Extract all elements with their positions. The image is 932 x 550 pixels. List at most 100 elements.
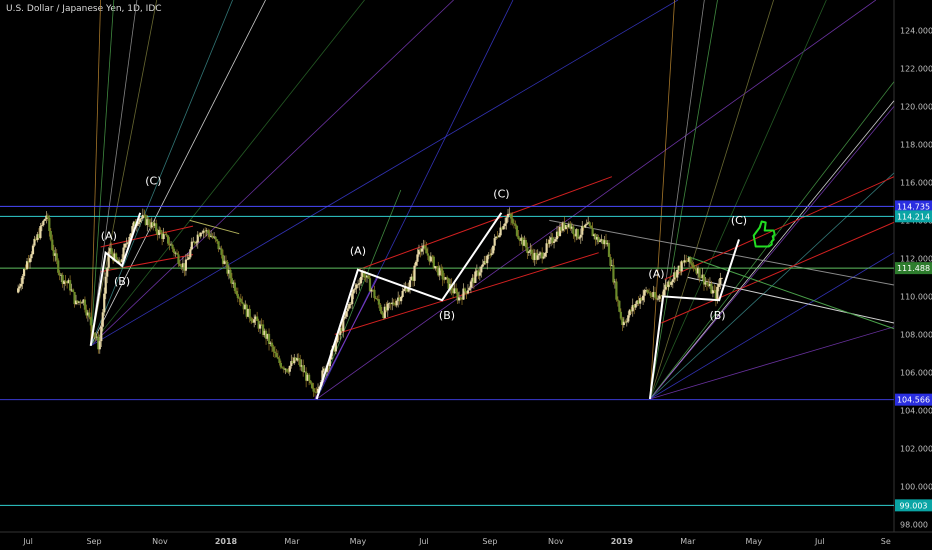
candle-body (628, 309, 631, 316)
candle-body (621, 318, 624, 326)
candle-body (273, 351, 277, 354)
candle-body (627, 315, 630, 322)
candle-body (100, 326, 103, 342)
candle-body (43, 219, 46, 221)
candle-body (61, 274, 64, 284)
candle-body (37, 234, 41, 239)
candle-body (481, 264, 484, 267)
y-tick-label: 102.000 (900, 444, 932, 453)
candle-body (653, 292, 657, 298)
candle-body (30, 254, 33, 259)
x-tick-label: Sep (86, 537, 101, 546)
candle-body (253, 319, 256, 323)
candle-body (397, 297, 400, 302)
candle-body (63, 280, 66, 284)
x-tick-label: Nov (548, 537, 564, 546)
candle-body (658, 295, 661, 299)
candle-body (333, 345, 336, 352)
candle-body (408, 280, 412, 288)
candle-body (371, 289, 375, 291)
candle-body (82, 299, 85, 303)
candle-body (457, 297, 461, 301)
candle-body (165, 234, 168, 236)
candle-body (615, 281, 618, 300)
candle-body (597, 237, 600, 242)
fan-lines (90, 0, 895, 400)
candle-body (346, 308, 349, 312)
candle-body (643, 290, 646, 296)
candle-body (42, 220, 45, 226)
candle-body (110, 248, 113, 255)
price-badge (895, 200, 932, 213)
candle-body (207, 230, 210, 234)
price-badge (895, 393, 932, 406)
candle-body (607, 242, 611, 257)
candle-body (489, 254, 492, 256)
fan-ray (90, 0, 266, 346)
candle-body (508, 213, 511, 215)
candle-body (374, 297, 378, 299)
candle-body (647, 292, 651, 294)
candle-body (122, 247, 125, 260)
candle-body (624, 321, 627, 323)
candle-body (644, 289, 648, 291)
candle-body (31, 245, 35, 255)
candle-body (321, 370, 324, 383)
candle-body (527, 251, 530, 253)
candle-body (186, 259, 189, 261)
candle-body (719, 278, 722, 285)
candle-body (701, 274, 704, 278)
candle-body (410, 276, 413, 281)
candle-body (704, 282, 707, 285)
candle-body (71, 289, 75, 292)
candle-body (529, 249, 532, 252)
candle-body (40, 225, 43, 227)
candle-body (183, 263, 186, 271)
candle-body (46, 215, 49, 219)
candle-body (123, 243, 127, 248)
candle-body (578, 237, 581, 239)
candle-body (263, 330, 266, 336)
candle-body (469, 281, 473, 288)
candle-body (533, 252, 536, 260)
candle-body (443, 279, 446, 281)
candle-body (54, 253, 57, 256)
candle-body (215, 239, 219, 242)
candle-body (86, 312, 90, 316)
candle-body (713, 290, 716, 291)
candle-body (226, 261, 229, 274)
candle-body (141, 214, 144, 219)
candle-body (140, 218, 143, 220)
candle-body (80, 302, 84, 304)
candle-body (400, 296, 403, 302)
y-tick-label: 122.000 (900, 64, 932, 73)
thumb-shape (752, 220, 776, 248)
x-tick-label: Jul (22, 537, 33, 546)
candle-body (414, 261, 418, 266)
candle-body (541, 252, 544, 259)
fan-ray (649, 0, 827, 400)
candle-body (232, 282, 235, 284)
candle-body (236, 294, 239, 299)
candle-body (652, 292, 655, 297)
candle-body (95, 336, 98, 338)
candle-body (208, 233, 211, 237)
candle-body (633, 305, 636, 308)
candle-body (221, 254, 225, 264)
fan-ray (90, 0, 115, 346)
candle-body (39, 226, 42, 239)
wave-label: (B) (709, 309, 725, 322)
candle-body (313, 391, 317, 393)
candle-body (616, 299, 619, 301)
wave-line (648, 239, 740, 400)
candle-body (423, 245, 426, 249)
candle-body (631, 305, 634, 312)
candle-body (305, 371, 308, 381)
candle-body (267, 333, 271, 344)
candle-body (539, 252, 542, 254)
candle-body (212, 236, 216, 238)
candle-body (156, 231, 159, 235)
candle-body (506, 214, 510, 218)
candle-body (349, 303, 352, 305)
